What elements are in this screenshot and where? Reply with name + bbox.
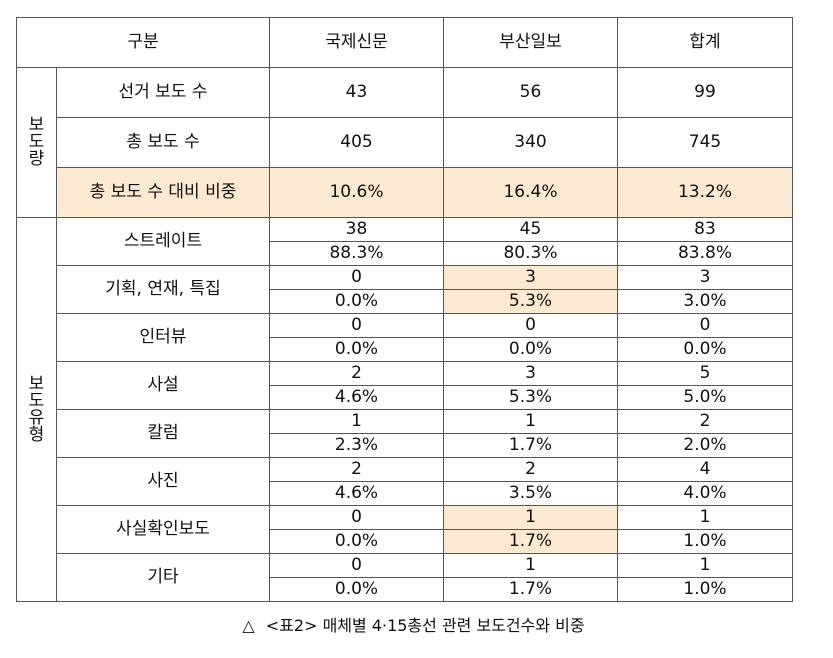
cell-ratio: 0.0% xyxy=(269,337,444,362)
cell-count: 0 xyxy=(617,313,793,338)
cell-ratio: 0.0% xyxy=(269,529,444,554)
cell-count: 2 xyxy=(269,457,444,482)
cell-ratio: 83.8% xyxy=(617,241,793,266)
cell-ratio-highlighted: 5.3% xyxy=(443,289,618,314)
table-row: 사설 2 3 5 xyxy=(17,361,793,410)
table-row: 0.0% 1.7% 1.0% xyxy=(17,577,793,602)
cell-ratio-highlighted: 1.7% xyxy=(443,529,618,554)
triangle-icon: △ xyxy=(242,616,255,635)
cell-value: 405 xyxy=(269,117,444,168)
row-label: 총 보도 수 대비 비중 xyxy=(56,167,270,218)
cell-count-highlighted: 3 xyxy=(443,265,618,290)
cell-value: 99 xyxy=(617,67,793,118)
table-row: 사진 2 2 4 xyxy=(17,457,793,506)
row-label: 인터뷰 xyxy=(56,313,270,362)
cell-value: 745 xyxy=(617,117,793,168)
cell-ratio: 3.0% xyxy=(617,289,793,314)
cell-ratio: 1.0% xyxy=(617,577,793,602)
cell-count: 3 xyxy=(443,361,618,386)
cell-ratio: 1.7% xyxy=(443,577,618,602)
cell-ratio: 4.6% xyxy=(269,481,444,506)
cell-count: 1 xyxy=(443,409,618,434)
cell-count: 0 xyxy=(269,505,444,530)
table-row: 0.0% 1.7% 1.0% xyxy=(17,529,793,554)
row-label: 기타 xyxy=(56,553,270,602)
table-row: 0.0% 5.3% 3.0% xyxy=(17,289,793,314)
cell-count: 38 xyxy=(269,217,444,242)
cell-count-highlighted: 1 xyxy=(443,505,618,530)
cell-count: 0 xyxy=(269,313,444,338)
table-row: 인터뷰 0 0 0 xyxy=(17,313,793,362)
table-caption: △ <표2> 매체별 4·15총선 관련 보도건수와 비중 xyxy=(0,612,833,636)
row-label: 선거 보도 수 xyxy=(56,67,270,118)
row-label: 사진 xyxy=(56,457,270,506)
caption-text: <표2> 매체별 4·15총선 관련 보도건수와 비중 xyxy=(265,616,585,635)
table-row: 기타 0 1 1 xyxy=(17,553,793,602)
cell-ratio: 0.0% xyxy=(269,577,444,602)
cell-ratio: 4.0% xyxy=(617,481,793,506)
cell-ratio: 2.3% xyxy=(269,433,444,458)
header-total: 합계 xyxy=(617,17,793,68)
cell-ratio: 3.5% xyxy=(443,481,618,506)
cell-count: 4 xyxy=(617,457,793,482)
header-row: 구분 국제신문 부산일보 합계 xyxy=(16,17,793,68)
cell-count: 2 xyxy=(443,457,618,482)
cell-count: 5 xyxy=(617,361,793,386)
table-row: 사실확인보도 0 1 1 xyxy=(17,505,793,554)
table-row: 4.6% 5.3% 5.0% xyxy=(17,385,793,410)
cell-count: 0 xyxy=(269,553,444,578)
table-row: 4.6% 3.5% 4.0% xyxy=(17,481,793,506)
cell-count: 83 xyxy=(617,217,793,242)
cell-ratio: 5.3% xyxy=(443,385,618,410)
cell-ratio: 5.0% xyxy=(617,385,793,410)
cell-value: 43 xyxy=(269,67,444,118)
cell-count: 0 xyxy=(269,265,444,290)
row-label: 총 보도 수 xyxy=(56,117,270,168)
cell-ratio: 88.3% xyxy=(269,241,444,266)
header-kookje: 국제신문 xyxy=(269,17,444,68)
cell-value: 56 xyxy=(443,67,618,118)
table-row: 88.3% 80.3% 83.8% xyxy=(17,241,793,266)
cell-value: 340 xyxy=(443,117,618,168)
cell-count: 0 xyxy=(443,313,618,338)
cell-ratio: 1.7% xyxy=(443,433,618,458)
cell-ratio: 0.0% xyxy=(269,289,444,314)
cell-count: 45 xyxy=(443,217,618,242)
row-label: 칼럼 xyxy=(56,409,270,458)
cell-ratio: 4.6% xyxy=(269,385,444,410)
row-label: 기획, 연재, 특집 xyxy=(56,265,270,314)
table-row: 칼럼 1 1 2 xyxy=(17,409,793,458)
row-label: 사실확인보도 xyxy=(56,505,270,554)
header-busan: 부산일보 xyxy=(443,17,618,68)
table-row: 2.3% 1.7% 2.0% xyxy=(17,433,793,458)
cell-count: 1 xyxy=(617,553,793,578)
row-label: 사설 xyxy=(56,361,270,410)
table-row-highlighted: 총 보도 수 대비 비중 10.6% 16.4% 13.2% xyxy=(17,167,793,218)
cell-count: 3 xyxy=(617,265,793,290)
cell-ratio: 1.0% xyxy=(617,529,793,554)
cell-value: 16.4% xyxy=(443,167,618,218)
table-row: 기획, 연재, 특집 0 3 3 xyxy=(17,265,793,314)
cell-value: 10.6% xyxy=(269,167,444,218)
row-label: 스트레이트 xyxy=(56,217,270,266)
cell-value: 13.2% xyxy=(617,167,793,218)
cell-count: 1 xyxy=(617,505,793,530)
cell-count: 1 xyxy=(443,553,618,578)
table-row: 0.0% 0.0% 0.0% xyxy=(17,337,793,362)
cell-count: 1 xyxy=(269,409,444,434)
table-row: 총 보도 수 405 340 745 xyxy=(17,117,793,168)
cell-ratio: 0.0% xyxy=(443,337,618,362)
cell-ratio: 2.0% xyxy=(617,433,793,458)
cell-count: 2 xyxy=(617,409,793,434)
cell-ratio: 80.3% xyxy=(443,241,618,266)
header-category: 구분 xyxy=(16,17,270,68)
cell-ratio: 0.0% xyxy=(617,337,793,362)
cell-count: 2 xyxy=(269,361,444,386)
